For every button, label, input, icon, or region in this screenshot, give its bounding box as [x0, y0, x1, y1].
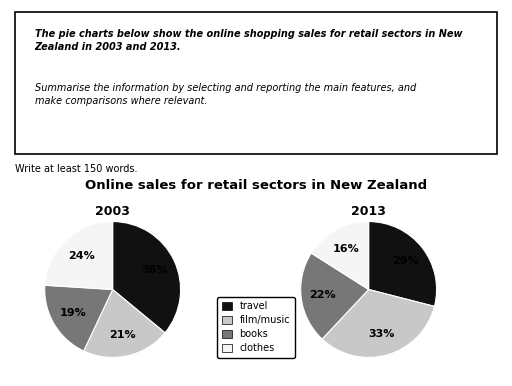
Wedge shape	[45, 285, 113, 351]
Wedge shape	[45, 222, 113, 290]
Text: 21%: 21%	[110, 330, 136, 340]
Text: 2003: 2003	[95, 205, 130, 218]
Text: The pie charts below show the online shopping sales for retail sectors in New
Ze: The pie charts below show the online sho…	[35, 29, 462, 52]
Text: Summarise the information by selecting and reporting the main features, and
make: Summarise the information by selecting a…	[35, 83, 416, 106]
Text: 24%: 24%	[68, 251, 94, 261]
Wedge shape	[301, 253, 369, 339]
Text: 29%: 29%	[392, 256, 418, 266]
Text: 33%: 33%	[368, 329, 395, 339]
Text: 22%: 22%	[309, 290, 336, 300]
Text: 16%: 16%	[333, 244, 360, 254]
Wedge shape	[84, 290, 165, 357]
Text: Write at least 150 words.: Write at least 150 words.	[15, 164, 138, 174]
Wedge shape	[311, 222, 369, 290]
Text: 19%: 19%	[59, 308, 86, 318]
FancyBboxPatch shape	[15, 12, 497, 154]
Wedge shape	[322, 290, 435, 357]
Legend: travel, film/music, books, clothes: travel, film/music, books, clothes	[217, 296, 295, 358]
Wedge shape	[369, 222, 437, 306]
Wedge shape	[113, 222, 181, 333]
Text: Online sales for retail sectors in New Zealand: Online sales for retail sectors in New Z…	[85, 179, 427, 193]
Text: 36%: 36%	[141, 265, 168, 275]
Text: 2013: 2013	[351, 205, 386, 218]
